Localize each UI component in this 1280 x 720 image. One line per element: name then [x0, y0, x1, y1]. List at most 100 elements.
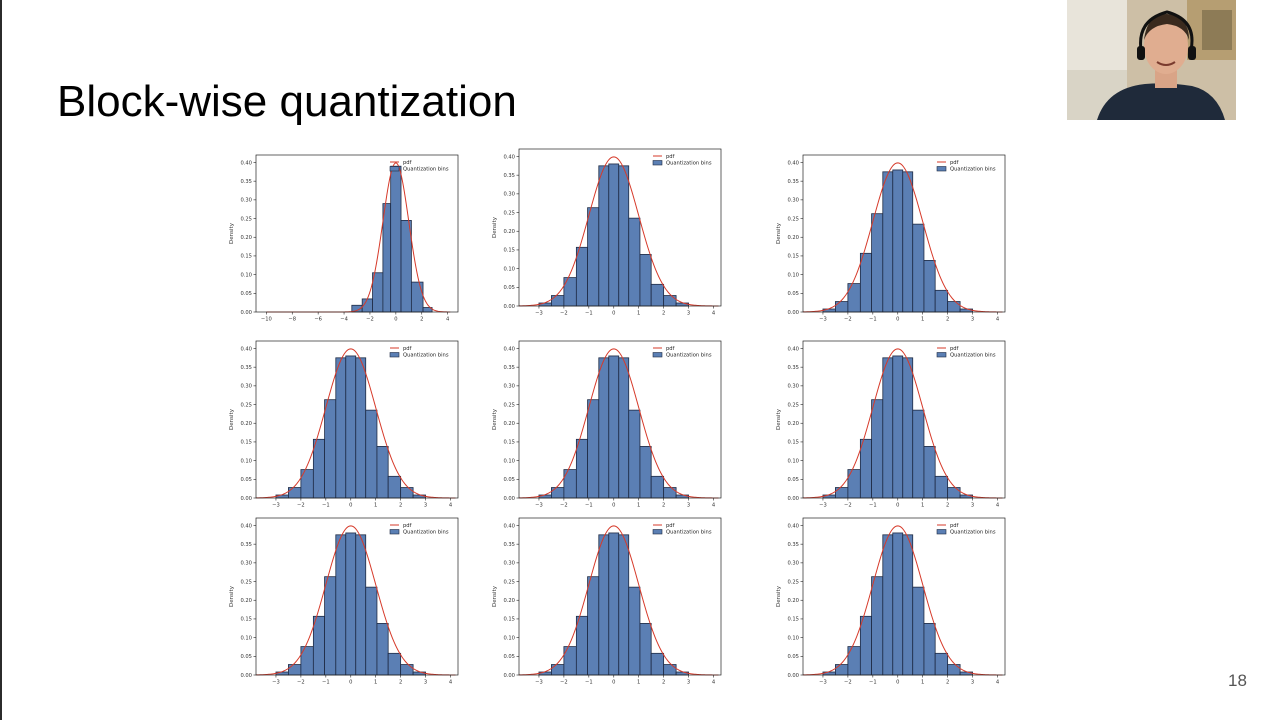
histogram-svg: 0.00 0.05 0.10 0.15 0.20 0.25 0.30 0.35 0.40 −3 −2… [492, 517, 722, 686]
legend-bins-swatch [389, 529, 400, 535]
y-tick-label: 0.05 [503, 285, 515, 291]
histogram-bar [882, 171, 894, 313]
histogram-bar [400, 220, 412, 313]
histogram-bar [835, 301, 849, 313]
x-tick-label: 0 [394, 317, 397, 323]
histogram-bar [835, 487, 849, 499]
histogram-bar [628, 409, 641, 499]
x-tick-label: −2 [366, 317, 374, 323]
y-tick-label: 0.00 [503, 304, 515, 310]
y-tick-label: 0.30 [503, 561, 515, 567]
x-tick-label: 2 [946, 503, 949, 509]
histogram-bar [650, 652, 665, 676]
histogram-bar [575, 246, 588, 307]
pdf-line [802, 525, 1003, 676]
y-tick-label: 0.35 [787, 179, 799, 185]
y-tick-label: 0.30 [787, 561, 799, 567]
histogram-svg: 0.00 0.05 0.10 0.15 0.20 0.25 0.30 0.35 0.40 −3 −2… [229, 340, 459, 509]
legend-pdf-label: pdf [403, 523, 412, 529]
y-tick-label: 0.35 [503, 365, 515, 371]
histogram-bar [663, 487, 677, 499]
y-tick-label: 0.20 [240, 598, 252, 604]
x-tick-label: 0 [896, 503, 899, 509]
x-tick-label: −3 [272, 503, 280, 509]
x-tick-label: 1 [921, 503, 924, 509]
y-tick-label: 0.10 [503, 458, 515, 464]
histogram-bar [551, 487, 565, 499]
histogram-svg: 0.00 0.05 0.10 0.15 0.20 0.25 0.30 0.35 0.40 −3 −2… [492, 148, 722, 317]
x-tick-label: −2 [560, 503, 568, 509]
plot-frame [518, 340, 722, 499]
histogram-bar [912, 586, 925, 676]
y-tick-label: 0.40 [503, 523, 515, 529]
pdf-line [802, 348, 1003, 499]
histogram-bar [288, 664, 302, 676]
y-tick-label: 0.20 [787, 598, 799, 604]
x-tick-label: 3 [687, 503, 690, 509]
histogram-bar [902, 171, 914, 313]
x-tick-label: 3 [424, 680, 427, 686]
pdf-line [518, 156, 719, 307]
y-tick-label: 0.40 [787, 523, 799, 529]
histogram-bar [608, 163, 620, 307]
x-tick-label: −1 [869, 503, 877, 509]
y-tick-label: 0.25 [503, 210, 515, 216]
histogram-bar [892, 532, 904, 676]
histogram-bar [859, 438, 872, 499]
histogram-bar [871, 576, 884, 676]
x-tick-label: −2 [297, 503, 305, 509]
legend-bins-swatch [936, 529, 947, 535]
y-tick-label: 0.15 [787, 617, 799, 623]
histogram-bar [947, 664, 961, 676]
histogram-bar [355, 357, 367, 499]
histogram-bar [835, 664, 849, 676]
legend-bins-swatch [936, 352, 947, 358]
histogram-bar [639, 446, 652, 499]
x-tick-label: 2 [662, 680, 665, 686]
legend-bins-swatch [652, 160, 663, 166]
y-tick-label: 0.25 [240, 216, 252, 222]
histogram-bar [587, 399, 600, 499]
y-axis-label: Density [492, 585, 498, 607]
y-tick-label: 0.30 [787, 384, 799, 390]
y-tick-label: 0.35 [240, 179, 252, 185]
histogram-bar [947, 301, 961, 313]
slide-left-border [0, 0, 2, 720]
histogram-bar [598, 165, 610, 307]
x-tick-label: −2 [560, 311, 568, 317]
histogram-bar [598, 357, 610, 499]
x-tick-label: −2 [560, 680, 568, 686]
y-tick-label: 0.20 [787, 421, 799, 427]
y-tick-label: 0.10 [240, 458, 252, 464]
x-tick-label: −3 [819, 680, 827, 686]
histogram-bar [390, 165, 402, 313]
y-tick-label: 0.30 [503, 192, 515, 198]
histogram-svg: 0.00 0.05 0.10 0.15 0.20 0.25 0.30 0.35 0.40 −3 −2… [776, 154, 1006, 323]
y-tick-label: 0.15 [503, 248, 515, 254]
histogram-bar [382, 203, 392, 313]
histogram-svg: 0.00 0.05 0.10 0.15 0.20 0.25 0.30 0.35 0.40 −3 −2… [776, 517, 1006, 686]
y-tick-label: 0.25 [503, 402, 515, 408]
legend-bins-swatch [652, 352, 663, 358]
y-tick-label: 0.40 [503, 154, 515, 160]
x-tick-label: 3 [424, 503, 427, 509]
y-axis-label: Density [229, 585, 235, 607]
y-tick-label: 0.10 [240, 272, 252, 278]
plot-frame [518, 517, 722, 676]
x-tick-label: 2 [662, 311, 665, 317]
histogram-bar [312, 438, 325, 499]
x-tick-label: −2 [844, 680, 852, 686]
y-tick-label: 0.05 [240, 291, 252, 297]
histogram-bar [618, 357, 630, 499]
slide-title: Block-wise quantization [57, 77, 517, 126]
histogram-chart-5: 0.00 0.05 0.10 0.15 0.20 0.25 0.30 0.35 0.40 −3 −2… [491, 339, 725, 512]
y-axis-label: Density [229, 408, 235, 430]
histogram-bar [376, 446, 389, 499]
x-tick-label: −8 [288, 317, 296, 323]
x-tick-label: 1 [637, 311, 640, 317]
x-tick-label: 0 [612, 680, 615, 686]
x-tick-label: 4 [996, 680, 1000, 686]
legend-bins-label: Quantization bins [950, 167, 996, 173]
y-tick-label: 0.00 [240, 673, 252, 679]
histogram-bar [923, 623, 936, 676]
